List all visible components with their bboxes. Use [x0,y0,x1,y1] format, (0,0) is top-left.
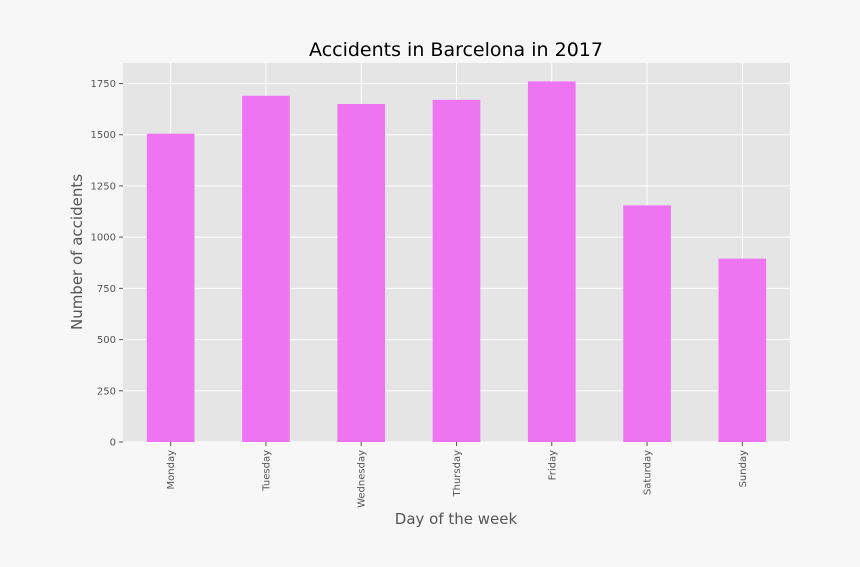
bar-wednesday [337,103,386,443]
y-axis-label: Number of accidents [68,174,86,330]
x-axis-ticks: Monday Tuesday Wednesday Thursday Friday Satu… [166,442,749,508]
bar-friday [527,81,576,442]
x-tick-label: Friday [547,450,558,480]
y-tick-label: 1000 [91,233,116,244]
x-tick-label: Monday [166,450,177,490]
x-tick-label: Saturday [643,450,654,495]
y-tick-label: 1750 [91,79,116,90]
y-tick-label: 250 [97,386,116,397]
bar-tuesday [242,95,290,442]
y-tick-label: 0 [110,438,116,449]
y-axis-ticks: 0 250 500 750 1000 1250 1500 1750 [91,79,123,449]
y-tick-label: 750 [97,284,116,295]
y-tick-label: 500 [97,335,116,346]
y-tick-label: 1500 [91,130,116,141]
x-tick-label: Wednesday [357,450,368,508]
bar-sunday [718,258,767,442]
bar-monday [146,133,195,442]
x-tick-label: Tuesday [261,450,272,492]
bars [146,81,767,443]
bar-thursday [432,99,481,443]
y-tick-label: 1250 [91,181,116,192]
bar-saturday [623,205,671,442]
x-tick-label: Sunday [738,450,749,487]
chart-title: Accidents in Barcelona in 2017 [309,39,603,61]
x-axis-label: Day of the week [395,510,518,528]
x-tick-label: Thursday [452,450,463,498]
